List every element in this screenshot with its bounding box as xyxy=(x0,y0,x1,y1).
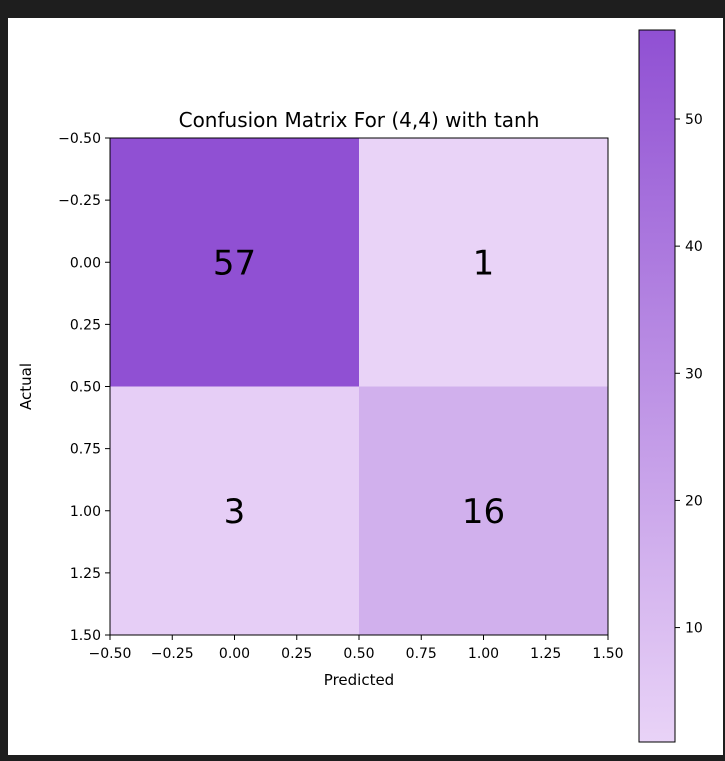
colorbar-tick-label: 20 xyxy=(685,493,703,509)
x-tick-label: 0.25 xyxy=(281,646,312,662)
y-tick-label: 0.75 xyxy=(70,442,101,458)
cell-value-label-0-0: 57 xyxy=(213,243,256,283)
colorbar-tick-label: 40 xyxy=(685,239,703,255)
y-tick-label: −0.25 xyxy=(58,193,101,209)
y-tick-label: 0.25 xyxy=(70,317,101,333)
x-tick-label: 1.25 xyxy=(530,646,561,662)
x-tick-label: −0.25 xyxy=(151,646,194,662)
x-tick-label: 0.75 xyxy=(406,646,437,662)
matrix-cell-1-0 xyxy=(110,386,359,635)
figure-canvas: 57 1 3 16 −0.50 −0.25 0.00 0.25 0.50 0.75 1.00 1.2… xyxy=(8,18,723,755)
chart-title: Confusion Matrix For (4,4) with tanh xyxy=(179,108,540,132)
cell-value-label-1-1: 16 xyxy=(462,492,505,532)
confusion-matrix-chart: 57 1 3 16 −0.50 −0.25 0.00 0.25 0.50 0.75 1.00 1.2… xyxy=(17,29,703,743)
x-tick-label: −0.50 xyxy=(89,646,132,662)
x-tick-label: 1.50 xyxy=(592,646,623,662)
y-tick-label: 1.25 xyxy=(70,566,101,582)
colorbar xyxy=(638,29,676,743)
y-tick-label: 0.50 xyxy=(70,380,101,396)
colorbar-tick-label: 50 xyxy=(685,112,703,128)
x-tick-label: 0.00 xyxy=(219,646,250,662)
y-axis-label: Actual xyxy=(17,363,35,410)
y-tick-label: 1.00 xyxy=(70,504,101,520)
matrix-cell-0-1 xyxy=(359,138,608,387)
x-tick-label: 1.00 xyxy=(468,646,499,662)
matrix-cell-0-0 xyxy=(110,138,359,387)
y-tick-label: −0.50 xyxy=(58,131,101,147)
matrix-cell-1-1 xyxy=(359,386,608,635)
cell-value-label-1-0: 3 xyxy=(224,492,246,532)
colorbar-tick-label: 30 xyxy=(685,366,703,382)
x-tick-label: 0.50 xyxy=(343,646,374,662)
y-tick-label: 0.00 xyxy=(70,255,101,271)
colorbar-tick-label: 10 xyxy=(685,621,703,637)
y-tick-label: 1.50 xyxy=(70,628,101,644)
cell-value-label-0-1: 1 xyxy=(473,243,495,283)
x-axis-label: Predicted xyxy=(324,671,394,689)
